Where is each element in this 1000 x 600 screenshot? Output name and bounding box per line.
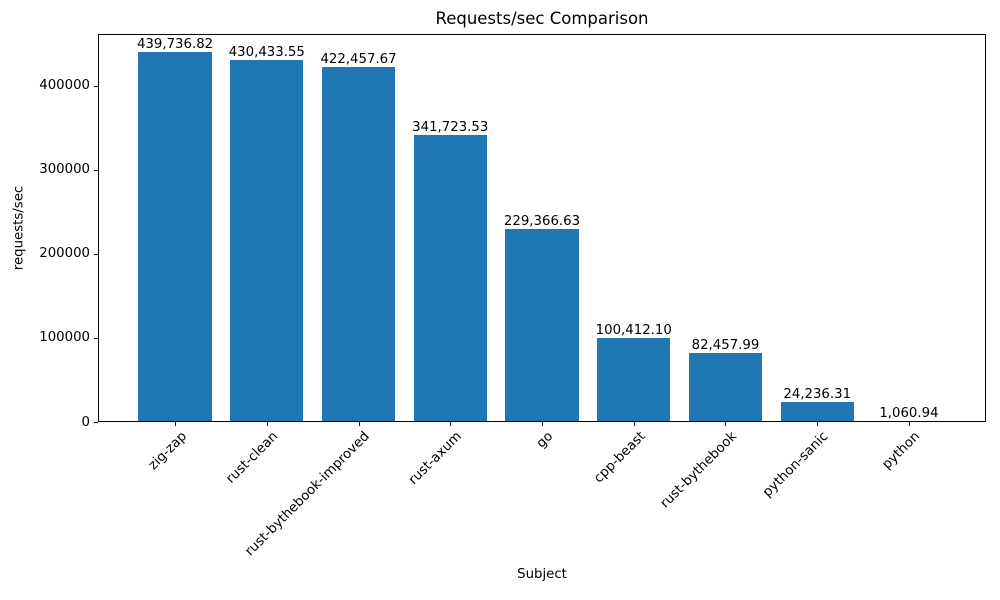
y-axis-label: requests/sec: [11, 185, 27, 271]
y-tick-mark: [94, 169, 98, 171]
x-tick-label: rust-clean: [223, 429, 282, 487]
x-tick-mark: [817, 422, 819, 426]
y-tick-label: 0: [81, 414, 90, 430]
y-tick-mark: [94, 422, 98, 423]
bar-zig-zap: [138, 52, 212, 421]
bar-rust-bythebook-improved: [321, 66, 396, 421]
x-tick-mark: [908, 422, 910, 426]
bar-value-label: 24,236.31: [783, 386, 852, 402]
bar-rust-bythebook: [688, 352, 763, 421]
chart-title: Requests/sec Comparison: [435, 9, 649, 28]
bar-rust-axum: [413, 134, 487, 421]
y-tick-label: 200000: [39, 246, 90, 262]
x-tick-mark: [266, 422, 268, 426]
x-tick-mark: [450, 422, 452, 426]
x-tick-label: rust-bythebook: [657, 429, 741, 512]
x-tick-mark: [725, 422, 727, 426]
bar-python-sanic: [780, 401, 854, 421]
bar-rust-clean: [230, 60, 304, 421]
bar-value-label: 1,060.94: [879, 406, 939, 421]
y-tick-label: 100000: [39, 330, 90, 346]
bar-value-label: 100,412.10: [595, 322, 672, 338]
x-tick-mark: [633, 422, 635, 426]
x-tick-label: python-sanic: [760, 429, 832, 501]
x-tick-label: rust-axum: [406, 429, 465, 488]
y-tick-label: 400000: [39, 78, 90, 94]
x-axis-label: Subject: [517, 567, 567, 582]
x-tick-mark: [358, 422, 360, 426]
bar-value-label: 229,366.63: [503, 214, 581, 230]
y-tick-mark: [94, 85, 98, 87]
x-tick-label: go: [534, 429, 557, 452]
x-tick-mark: [175, 422, 177, 426]
x-tick-label: zig-zap: [145, 429, 190, 474]
bar-value-label: 422,457.67: [320, 51, 397, 67]
bar-cpp-beast: [597, 337, 671, 421]
y-tick-mark: [94, 253, 98, 255]
bar-value-label: 439,736.82: [136, 37, 214, 53]
bar-value-label: 430,433.55: [228, 45, 305, 61]
bar-go: [505, 229, 579, 421]
y-tick-label: 300000: [39, 162, 90, 178]
bar-value-label: 341,723.53: [412, 119, 489, 135]
x-tick-label: python: [880, 429, 924, 473]
bar-value-label: 82,457.99: [691, 337, 760, 353]
x-tick-label: cpp-beast: [591, 429, 649, 487]
y-tick-mark: [94, 337, 98, 339]
x-tick-mark: [542, 422, 543, 426]
